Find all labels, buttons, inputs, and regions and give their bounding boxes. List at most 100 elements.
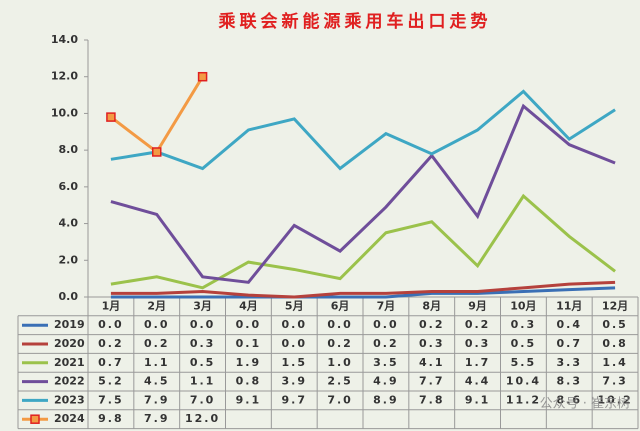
x-tick-label: 7月 (377, 299, 396, 312)
table-cell: 0.0 (144, 318, 170, 331)
y-tick-label: 2.0 (59, 253, 79, 266)
table-cell: 7.0 (190, 393, 216, 406)
x-tick-label: 6月 (331, 299, 350, 312)
y-tick-label: 0.0 (59, 290, 79, 303)
x-tick-label: 3月 (193, 299, 212, 312)
table-cell: 0.2 (465, 318, 491, 331)
table-cell: 0.3 (465, 337, 491, 350)
table-cell: 7.9 (144, 412, 170, 425)
series-line (110, 193, 616, 290)
table-cell: 9.8 (98, 412, 124, 425)
table-cell: 10.4 (506, 375, 541, 388)
x-tick-label: 1月 (102, 299, 121, 312)
table-cell: 10.2 (598, 393, 633, 406)
table-cell: 7.3 (602, 375, 628, 388)
table-cell: 8.6 (557, 393, 583, 406)
table-cell: 4.1 (419, 356, 445, 369)
chart-title: 乘联会新能源乘用车出口走势 (218, 11, 492, 32)
table-cell: 7.8 (419, 393, 445, 406)
legend-label: 2023 (54, 393, 85, 406)
y-tick-label: 12.0 (51, 70, 78, 83)
series-line (110, 286, 616, 299)
table-cell: 12.0 (185, 412, 220, 425)
table-cell: 9.1 (465, 393, 491, 406)
x-tick-label: 5月 (285, 299, 304, 312)
y-tick-label: 14.0 (51, 33, 78, 46)
table-cell: 7.7 (419, 375, 445, 388)
table-cell: 0.4 (557, 318, 583, 331)
table-cell: 3.9 (282, 375, 308, 388)
legend-label: 2020 (54, 337, 85, 350)
table-cell: 3.5 (373, 356, 399, 369)
legend-label: 2024 (54, 412, 85, 425)
table-cell: 9.7 (282, 393, 308, 406)
table-cell: 0.2 (327, 337, 353, 350)
y-tick-label: 8.0 (59, 143, 79, 156)
table-cell: 1.9 (236, 356, 262, 369)
marker (106, 112, 116, 122)
marker (197, 71, 208, 82)
y-tick-label: 6.0 (59, 180, 79, 193)
x-tick-label: 9月 (468, 299, 487, 312)
table-cell: 4.5 (144, 375, 170, 388)
table-cell: 0.2 (98, 337, 124, 350)
x-tick-label: 10月 (510, 299, 536, 312)
x-tick-label: 4月 (239, 299, 258, 312)
table-cell: 8.9 (373, 393, 399, 406)
table-cell: 4.9 (373, 375, 399, 388)
series-line (110, 103, 616, 284)
table-cell: 0.1 (236, 337, 262, 350)
legend-label: 2022 (54, 375, 85, 388)
table-cell: 4.4 (465, 375, 491, 388)
table-cell: 0.0 (327, 318, 353, 331)
table-cell: 5.2 (98, 375, 124, 388)
table-cell: 0.3 (511, 318, 537, 331)
table-cell: 0.7 (98, 356, 124, 369)
table-cell: 3.3 (557, 356, 583, 369)
table-cell: 1.4 (602, 356, 628, 369)
table-cell: 1.1 (190, 375, 216, 388)
table-cell: 8.3 (557, 375, 583, 388)
table-cell: 1.5 (282, 356, 308, 369)
table-cell: 1.7 (465, 356, 491, 369)
x-tick-label: 12月 (602, 299, 628, 312)
x-tick-label: 8月 (422, 299, 441, 312)
x-tick-label: 2月 (147, 299, 166, 312)
y-tick-label: 10.0 (51, 106, 78, 119)
series-line (110, 89, 616, 171)
x-tick-label: 11月 (556, 299, 582, 312)
table-cell: 0.7 (557, 337, 583, 350)
table-cell: 0.0 (236, 318, 262, 331)
marker (152, 147, 162, 157)
table-cell: 0.0 (98, 318, 124, 331)
table-cell: 7.5 (98, 393, 124, 406)
table-cell: 0.3 (190, 337, 216, 350)
table-cell: 7.0 (327, 393, 353, 406)
table-cell: 0.5 (511, 337, 537, 350)
table-cell: 2.5 (327, 375, 353, 388)
table-cell: 7.9 (144, 393, 170, 406)
table-cell: 0.8 (236, 375, 262, 388)
table-cell: 0.5 (190, 356, 216, 369)
legend-label: 2019 (54, 318, 85, 331)
table-cell: 0.8 (602, 337, 628, 350)
table-cell: 0.0 (282, 337, 308, 350)
table-cell: 11.2 (506, 393, 541, 406)
table-cell: 0.0 (373, 318, 399, 331)
table-cell: 1.0 (327, 356, 353, 369)
legend-marker (30, 414, 40, 424)
table-cell: 0.5 (602, 318, 628, 331)
series-line (110, 280, 616, 299)
table-cell: 0.2 (419, 318, 445, 331)
y-tick-label: 4.0 (59, 217, 79, 230)
table-cell: 1.1 (144, 356, 170, 369)
watermark: 公众号 · 崔东树 (540, 396, 630, 412)
table-cell: 0.3 (419, 337, 445, 350)
table-cell: 5.5 (511, 356, 537, 369)
table-cell: 0.0 (282, 318, 308, 331)
table-cell: 0.2 (144, 337, 170, 350)
table-cell: 0.2 (373, 337, 399, 350)
legend-label: 2021 (54, 356, 85, 369)
